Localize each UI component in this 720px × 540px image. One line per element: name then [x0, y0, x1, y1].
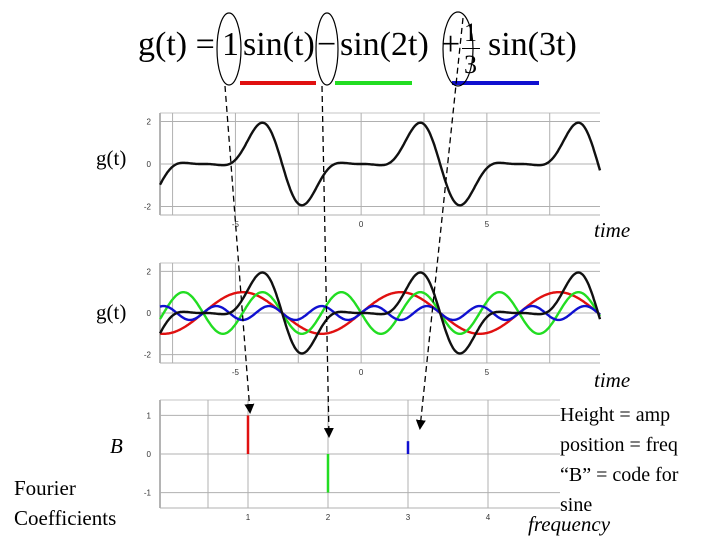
series-line — [158, 271, 602, 355]
x-tick-label: 0 — [359, 220, 364, 229]
y-tick-label: 2 — [147, 118, 152, 127]
y-tick-label: 0 — [147, 160, 152, 169]
note-line-2: position = freq — [560, 434, 678, 456]
eq-term1: sin(t) — [243, 26, 315, 63]
y-tick-label: -2 — [144, 203, 152, 212]
fourier-label: Fourier — [14, 476, 76, 500]
coef1-circle — [216, 12, 242, 86]
x-tick-label: -5 — [232, 220, 240, 229]
legend-note: Height = amp position = freq “B” = code … — [560, 400, 678, 520]
y-tick-label: -2 — [144, 351, 152, 360]
note-line-3: “B” = code for — [560, 464, 679, 486]
arrow-coef2 — [321, 85, 334, 438]
eq-op-plus: + — [441, 26, 461, 63]
eq-frac-den: 3 — [464, 50, 477, 79]
eq-term2: sin(2t) — [340, 26, 429, 63]
y-tick-label: 1 — [147, 411, 152, 420]
eq-term3: sin(3t) — [488, 26, 577, 63]
gt-label-mid: g(t) — [96, 300, 127, 324]
coef3-circle — [442, 11, 474, 87]
y-tick-label: 2 — [147, 267, 152, 276]
eq-frac-num: 1 — [464, 18, 477, 47]
plot-fourier-coefficients: 1 0 -1 1 2 3 4 — [144, 399, 560, 522]
eq-lhs: g(t) = — [138, 26, 215, 63]
plot-combined-signal: 2 0 -2 -5 0 5 — [144, 112, 602, 229]
note-line-4: sine — [560, 494, 593, 516]
gt-label-top: g(t) — [96, 146, 127, 170]
eq-term1-coef: 1 — [222, 26, 239, 63]
time-label-mid: time — [594, 368, 631, 392]
y-tick-label: 0 — [147, 309, 152, 318]
series-line — [159, 304, 601, 322]
coefficients-label: Coefficients — [14, 506, 117, 530]
frequency-label: frequency — [528, 512, 611, 536]
x-tick-label: 4 — [486, 513, 491, 522]
series-line — [158, 121, 602, 207]
arrow-coef3 — [415, 17, 464, 430]
x-tick-label: -5 — [232, 368, 240, 377]
y-tick-label: -1 — [144, 489, 152, 498]
x-tick-label: 1 — [246, 513, 251, 522]
x-tick-label: 5 — [485, 220, 490, 229]
series-line — [158, 291, 602, 335]
x-tick-label: 3 — [406, 513, 411, 522]
x-tick-label: 2 — [326, 513, 331, 522]
note-line-1: Height = amp — [560, 404, 671, 426]
arrow-coef1 — [224, 85, 255, 414]
b-label: B — [110, 434, 123, 458]
time-label-top: time — [594, 218, 631, 242]
coef2-circle — [315, 12, 339, 86]
eq-frac-bar — [462, 48, 480, 49]
eq-op-minus: − — [317, 26, 337, 63]
x-tick-label: 0 — [359, 368, 364, 377]
x-tick-label: 5 — [485, 368, 490, 377]
plot-components: 2 0 -2 -5 0 5 — [144, 262, 602, 377]
y-tick-label: 0 — [147, 450, 152, 459]
